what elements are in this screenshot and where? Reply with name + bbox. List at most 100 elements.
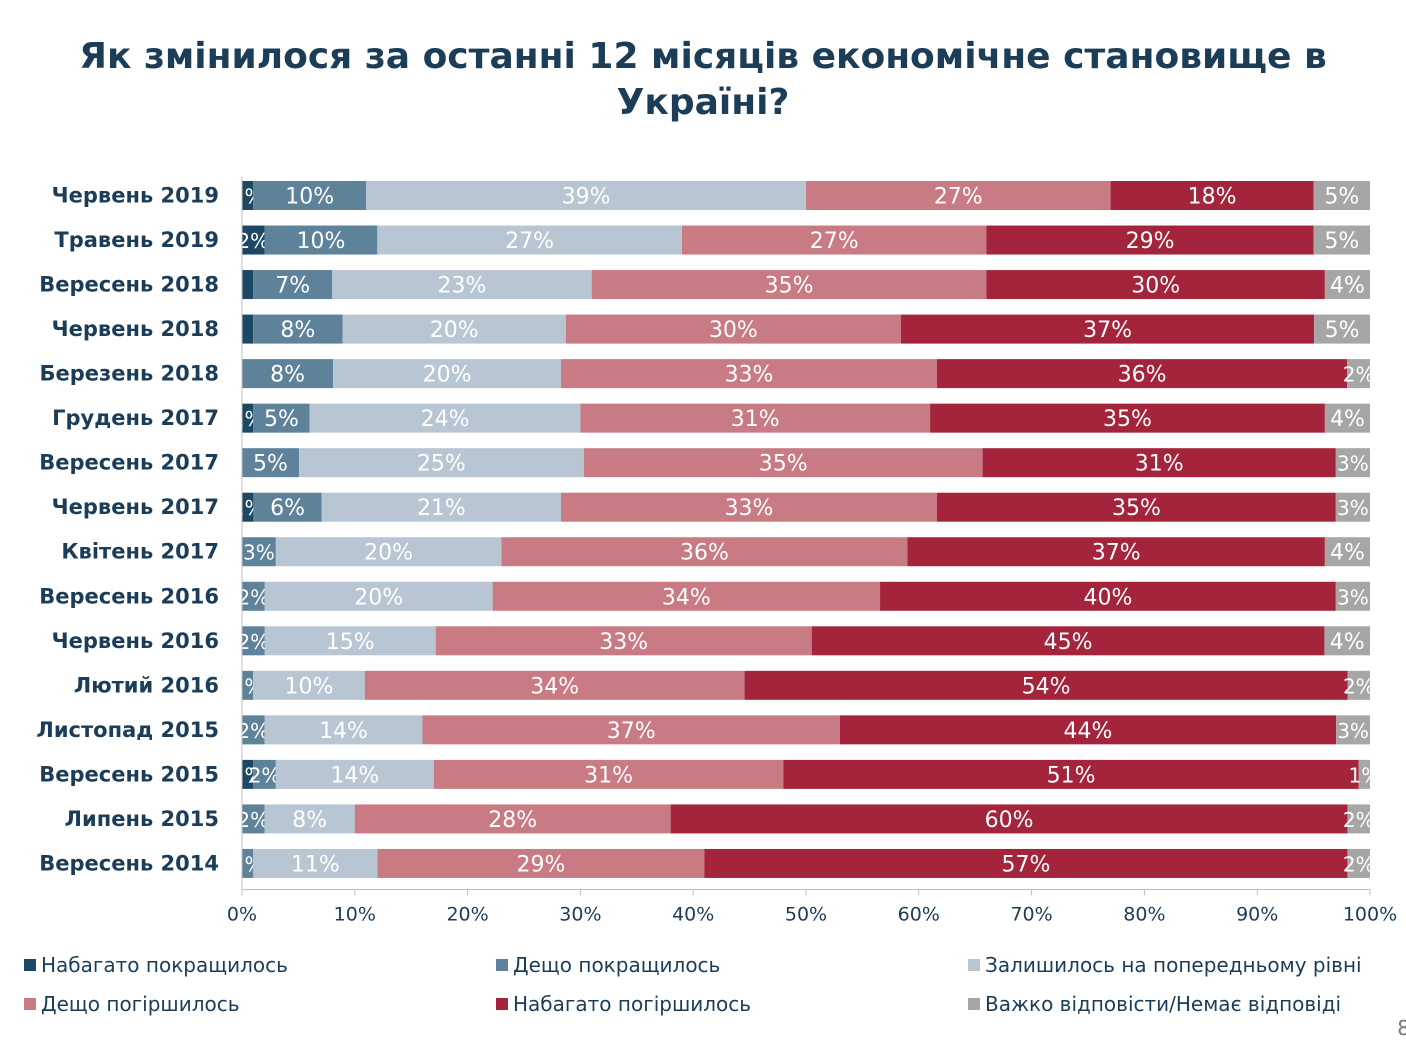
legend-swatch xyxy=(968,998,980,1010)
x-tick-label: 100% xyxy=(1343,903,1397,925)
bar-segment xyxy=(253,492,322,522)
data-label: 2% xyxy=(1343,674,1375,698)
data-label: 4% xyxy=(1330,630,1365,655)
data-label: 5% xyxy=(1324,185,1359,210)
bar-segment xyxy=(342,314,566,344)
data-label: 2% xyxy=(238,630,270,654)
category-label: Вересень 2014 xyxy=(39,851,219,875)
bar-segment xyxy=(253,670,365,700)
data-label: 36% xyxy=(1118,363,1167,388)
bar-segment xyxy=(565,314,901,344)
category-label: Червень 2016 xyxy=(52,629,219,653)
data-label: 2% xyxy=(249,763,281,787)
bar-segment xyxy=(242,314,254,344)
legend-swatch xyxy=(24,959,36,971)
bar-segment xyxy=(900,314,1315,344)
data-label: 21% xyxy=(417,496,466,521)
bar-segment xyxy=(806,181,1111,210)
bar-segment xyxy=(783,759,1359,789)
bar-segment xyxy=(264,715,423,745)
data-label: 35% xyxy=(1103,407,1152,432)
chart-title-line-2: Україні? xyxy=(616,82,790,123)
data-label: 7% xyxy=(275,274,310,299)
data-label: 37% xyxy=(1083,318,1132,343)
bar-segment xyxy=(354,804,671,834)
data-label: 57% xyxy=(1002,852,1051,877)
data-label: 30% xyxy=(1131,274,1180,299)
bar-segment xyxy=(811,626,1325,656)
data-label: 35% xyxy=(765,274,814,299)
category-label: Березень 2018 xyxy=(39,362,219,386)
bar-segment xyxy=(377,848,705,878)
data-label: 31% xyxy=(731,407,780,432)
data-label: 5% xyxy=(253,452,288,477)
data-label: 34% xyxy=(530,674,579,699)
legend-swatch xyxy=(968,959,980,971)
legend-swatch xyxy=(496,959,508,971)
legend-label: Залишилось на попередньому рівні xyxy=(985,953,1362,977)
bar-segment xyxy=(433,759,784,789)
bar-segment xyxy=(583,448,983,478)
chart-title: Як змінилося за останні 12 місяців еконо… xyxy=(0,34,1406,126)
data-label: 5% xyxy=(1325,318,1360,343)
bar-segment xyxy=(1110,181,1314,210)
bar-segment xyxy=(253,403,310,433)
bar-segment xyxy=(264,804,355,834)
category-label: Травень 2019 xyxy=(54,228,219,252)
bar-segment xyxy=(242,537,276,567)
bar-segment xyxy=(275,537,502,567)
legend-label: Набагато покращилось xyxy=(41,953,288,977)
x-tick-label: 10% xyxy=(334,903,376,925)
bar-segment xyxy=(253,314,343,344)
data-label: 33% xyxy=(725,496,774,521)
bar-segment xyxy=(253,270,333,300)
category-label: Вересень 2018 xyxy=(39,273,219,297)
data-label: 3% xyxy=(1337,719,1369,743)
data-label: 10% xyxy=(285,674,334,699)
data-label: 34% xyxy=(662,585,711,610)
data-label: 14% xyxy=(319,719,368,744)
x-tick-label: 80% xyxy=(1123,903,1165,925)
bar-segment xyxy=(275,759,434,789)
data-label: 45% xyxy=(1044,630,1093,655)
bar-segment xyxy=(704,848,1348,878)
data-label: 28% xyxy=(488,808,537,833)
bar-segment xyxy=(580,403,931,433)
bar-segment xyxy=(309,403,581,433)
data-label: 3% xyxy=(1337,585,1369,609)
bar-segment xyxy=(253,848,378,878)
data-label: 2% xyxy=(1343,808,1375,832)
bar-segment xyxy=(242,270,254,300)
bar-segment xyxy=(561,492,938,522)
data-label: 20% xyxy=(354,585,403,610)
bar-segment xyxy=(1335,581,1370,611)
bar-segment xyxy=(986,270,1325,300)
page-number: 8 xyxy=(1397,1016,1406,1040)
data-label: 8% xyxy=(292,808,327,833)
category-label: Червень 2019 xyxy=(52,184,219,208)
bar-segment xyxy=(242,848,254,878)
data-label: 4% xyxy=(1330,407,1365,432)
bar-segment xyxy=(242,403,254,433)
data-label: 20% xyxy=(423,363,472,388)
data-label: 2% xyxy=(237,808,269,832)
bar-segment xyxy=(422,715,840,745)
x-tick-label: 30% xyxy=(559,903,601,925)
x-tick-label: 70% xyxy=(1010,903,1052,925)
x-tick-label: 0% xyxy=(227,903,257,925)
bar-segment xyxy=(242,492,254,522)
x-tick-label: 40% xyxy=(672,903,714,925)
data-label: 2% xyxy=(1343,852,1375,876)
data-label: 36% xyxy=(680,541,729,566)
data-label: 2% xyxy=(237,719,269,743)
bar-segment xyxy=(264,225,378,255)
x-tick-label: 60% xyxy=(898,903,940,925)
bar-segment xyxy=(1324,403,1370,433)
data-label: 10% xyxy=(297,229,346,254)
bar-segment xyxy=(1335,448,1370,478)
category-label: Червень 2017 xyxy=(52,495,219,519)
bar-segment xyxy=(264,626,436,656)
data-label: 15% xyxy=(326,630,375,655)
bar-segment xyxy=(986,225,1314,255)
